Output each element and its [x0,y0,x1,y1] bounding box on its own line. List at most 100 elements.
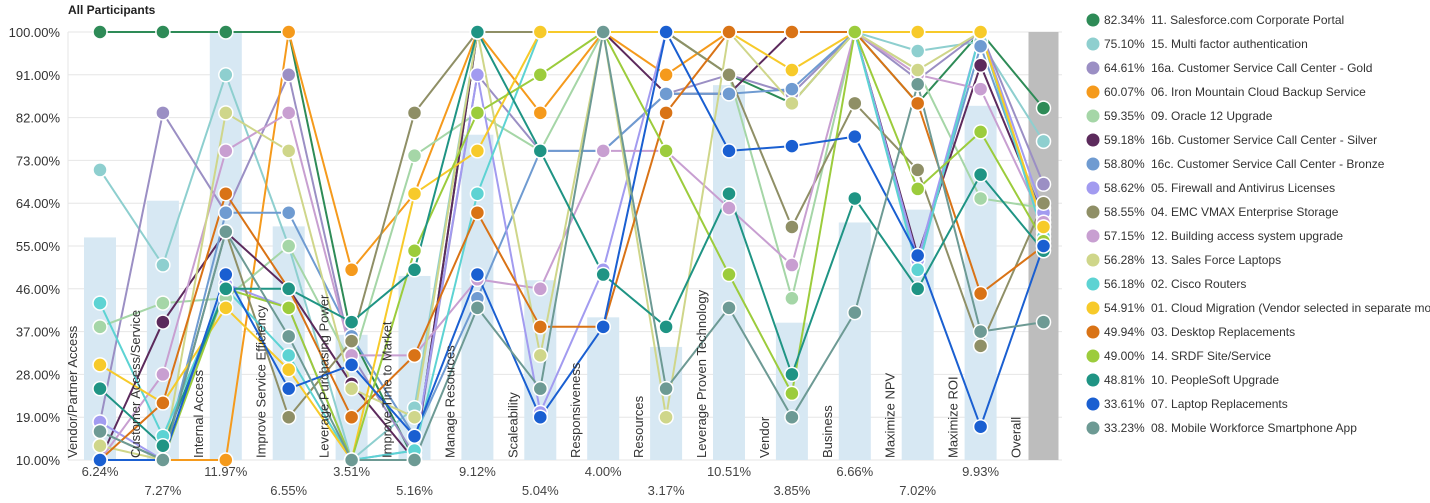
data-point[interactable] [658,319,674,335]
data-point[interactable] [280,204,297,221]
data-point[interactable] [658,143,674,159]
data-point[interactable] [218,281,234,297]
data-point[interactable] [784,219,800,235]
data-point[interactable] [92,162,108,178]
data-point[interactable] [155,105,171,121]
legend-pct[interactable]: 64.61% [1104,61,1145,75]
legend-entry[interactable]: 12. Building access system upgrade [1151,229,1343,243]
legend-marker[interactable] [1085,420,1101,436]
data-point[interactable] [1035,176,1052,192]
legend-marker[interactable] [1085,60,1101,76]
data-point[interactable] [1035,238,1052,254]
data-point[interactable] [92,295,108,311]
data-point[interactable] [343,380,360,397]
data-point[interactable] [406,262,423,278]
legend-marker[interactable] [1085,204,1101,220]
data-point[interactable] [847,24,863,40]
legend-entry[interactable]: 06. Iron Mountain Cloud Backup Service [1151,85,1366,99]
data-point[interactable] [469,143,486,159]
data-point[interactable] [1035,133,1052,150]
data-point[interactable] [469,185,486,202]
data-point[interactable] [406,452,423,468]
data-point[interactable] [218,105,234,121]
data-point[interactable] [909,247,926,264]
legend-marker[interactable] [1085,276,1101,292]
data-point[interactable] [155,24,171,40]
data-point[interactable] [721,200,737,216]
legend-pct[interactable]: 56.28% [1104,253,1145,267]
data-point[interactable] [721,300,737,316]
data-point[interactable] [721,86,737,102]
legend-pct[interactable]: 58.55% [1104,205,1145,219]
data-point[interactable] [1035,314,1052,330]
data-point[interactable] [343,357,360,373]
data-point[interactable] [721,185,737,202]
data-point[interactable] [343,452,360,468]
data-point[interactable] [784,366,800,383]
data-point[interactable] [218,24,234,40]
data-point[interactable] [155,295,171,311]
data-point[interactable] [847,190,863,207]
data-point[interactable] [721,67,737,83]
data-point[interactable] [721,143,737,159]
data-point[interactable] [280,361,297,378]
data-point[interactable] [1035,219,1052,235]
data-point[interactable] [280,380,297,397]
data-point[interactable] [658,380,674,397]
legend-entry[interactable]: 16b. Customer Service Call Center - Silv… [1151,133,1377,147]
data-point[interactable] [972,166,989,183]
data-point[interactable] [909,95,926,112]
data-point[interactable] [784,409,800,425]
data-point[interactable] [406,347,423,364]
data-point[interactable] [658,67,674,83]
legend-entry[interactable]: 01. Cloud Migration (Vendor selected in … [1151,301,1430,315]
data-point[interactable] [909,181,926,197]
data-point[interactable] [972,190,989,207]
data-point[interactable] [532,105,549,121]
data-point[interactable] [155,395,171,411]
data-point[interactable] [280,281,297,297]
data-point[interactable] [784,257,800,273]
legend-entry[interactable]: 16c. Customer Service Call Center - Bron… [1151,157,1385,171]
data-point[interactable] [658,86,674,102]
data-point[interactable] [532,143,549,159]
data-point[interactable] [972,81,989,97]
legend-marker[interactable] [1085,372,1101,388]
data-point[interactable] [784,62,800,78]
legend-entry[interactable]: 05. Firewall and Antivirus Licenses [1151,181,1335,195]
data-point[interactable] [909,24,926,40]
legend-marker[interactable] [1085,132,1101,148]
data-point[interactable] [218,223,234,240]
data-point[interactable] [469,300,486,316]
legend-pct[interactable]: 58.80% [1104,157,1145,171]
data-point[interactable] [92,24,108,40]
legend-pct[interactable]: 49.00% [1104,349,1145,363]
data-point[interactable] [218,143,234,159]
data-point[interactable] [280,24,297,40]
legend-marker[interactable] [1085,36,1101,52]
data-point[interactable] [784,95,800,112]
legend-marker[interactable] [1085,84,1101,100]
data-point[interactable] [721,24,737,40]
data-point[interactable] [847,95,863,112]
data-point[interactable] [343,314,360,330]
data-point[interactable] [280,105,297,121]
data-point[interactable] [343,409,360,425]
data-point[interactable] [343,262,360,278]
data-point[interactable] [972,57,989,74]
legend-pct[interactable]: 57.15% [1104,229,1145,243]
data-point[interactable] [406,243,423,259]
legend-entry[interactable]: 03. Desktop Replacements [1151,325,1295,339]
data-point[interactable] [847,304,863,321]
legend-pct[interactable]: 33.23% [1104,421,1145,435]
data-point[interactable] [595,143,611,159]
legend-marker[interactable] [1085,12,1101,28]
data-point[interactable] [784,385,800,402]
data-point[interactable] [280,328,297,345]
data-point[interactable] [280,238,297,254]
data-point[interactable] [406,428,423,444]
data-point[interactable] [155,452,171,468]
legend-entry[interactable]: 09. Oracle 12 Upgrade [1151,109,1273,123]
data-point[interactable] [784,81,800,97]
legend-pct[interactable]: 58.62% [1104,181,1145,195]
